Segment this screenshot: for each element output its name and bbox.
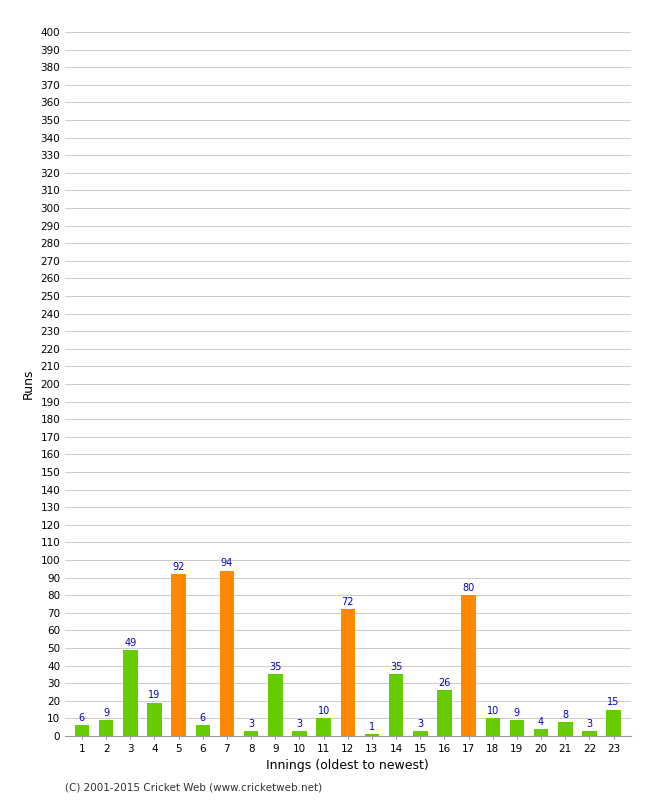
- Text: 6: 6: [200, 714, 206, 723]
- Bar: [510, 720, 524, 736]
- Bar: [147, 702, 162, 736]
- Text: 35: 35: [269, 662, 281, 672]
- Bar: [268, 674, 283, 736]
- Bar: [196, 726, 210, 736]
- Text: 10: 10: [487, 706, 499, 716]
- Text: 9: 9: [514, 708, 520, 718]
- Text: 3: 3: [296, 718, 302, 729]
- Text: 3: 3: [248, 718, 254, 729]
- Bar: [558, 722, 573, 736]
- Bar: [582, 730, 597, 736]
- Text: 80: 80: [462, 583, 474, 593]
- Text: 6: 6: [79, 714, 85, 723]
- Bar: [437, 690, 452, 736]
- Text: 94: 94: [221, 558, 233, 569]
- Bar: [172, 574, 186, 736]
- Text: 72: 72: [341, 597, 354, 607]
- Text: 8: 8: [562, 710, 568, 720]
- Bar: [123, 650, 138, 736]
- Bar: [244, 730, 258, 736]
- Text: 19: 19: [148, 690, 161, 701]
- Text: 49: 49: [124, 638, 136, 648]
- Bar: [486, 718, 500, 736]
- Bar: [606, 710, 621, 736]
- Bar: [534, 729, 549, 736]
- Bar: [99, 720, 113, 736]
- Bar: [75, 726, 89, 736]
- Bar: [462, 595, 476, 736]
- Text: 10: 10: [317, 706, 330, 716]
- Bar: [365, 734, 379, 736]
- Text: 4: 4: [538, 717, 544, 727]
- Text: 26: 26: [438, 678, 450, 688]
- Text: 35: 35: [390, 662, 402, 672]
- Bar: [317, 718, 331, 736]
- Text: 15: 15: [607, 698, 619, 707]
- Bar: [341, 610, 355, 736]
- Bar: [292, 730, 307, 736]
- Text: 3: 3: [417, 718, 423, 729]
- X-axis label: Innings (oldest to newest): Innings (oldest to newest): [266, 759, 429, 772]
- Text: (C) 2001-2015 Cricket Web (www.cricketweb.net): (C) 2001-2015 Cricket Web (www.cricketwe…: [65, 782, 322, 792]
- Y-axis label: Runs: Runs: [22, 369, 35, 399]
- Bar: [220, 570, 234, 736]
- Bar: [389, 674, 404, 736]
- Bar: [413, 730, 428, 736]
- Text: 92: 92: [172, 562, 185, 572]
- Text: 3: 3: [586, 718, 593, 729]
- Text: 9: 9: [103, 708, 109, 718]
- Text: 1: 1: [369, 722, 375, 732]
